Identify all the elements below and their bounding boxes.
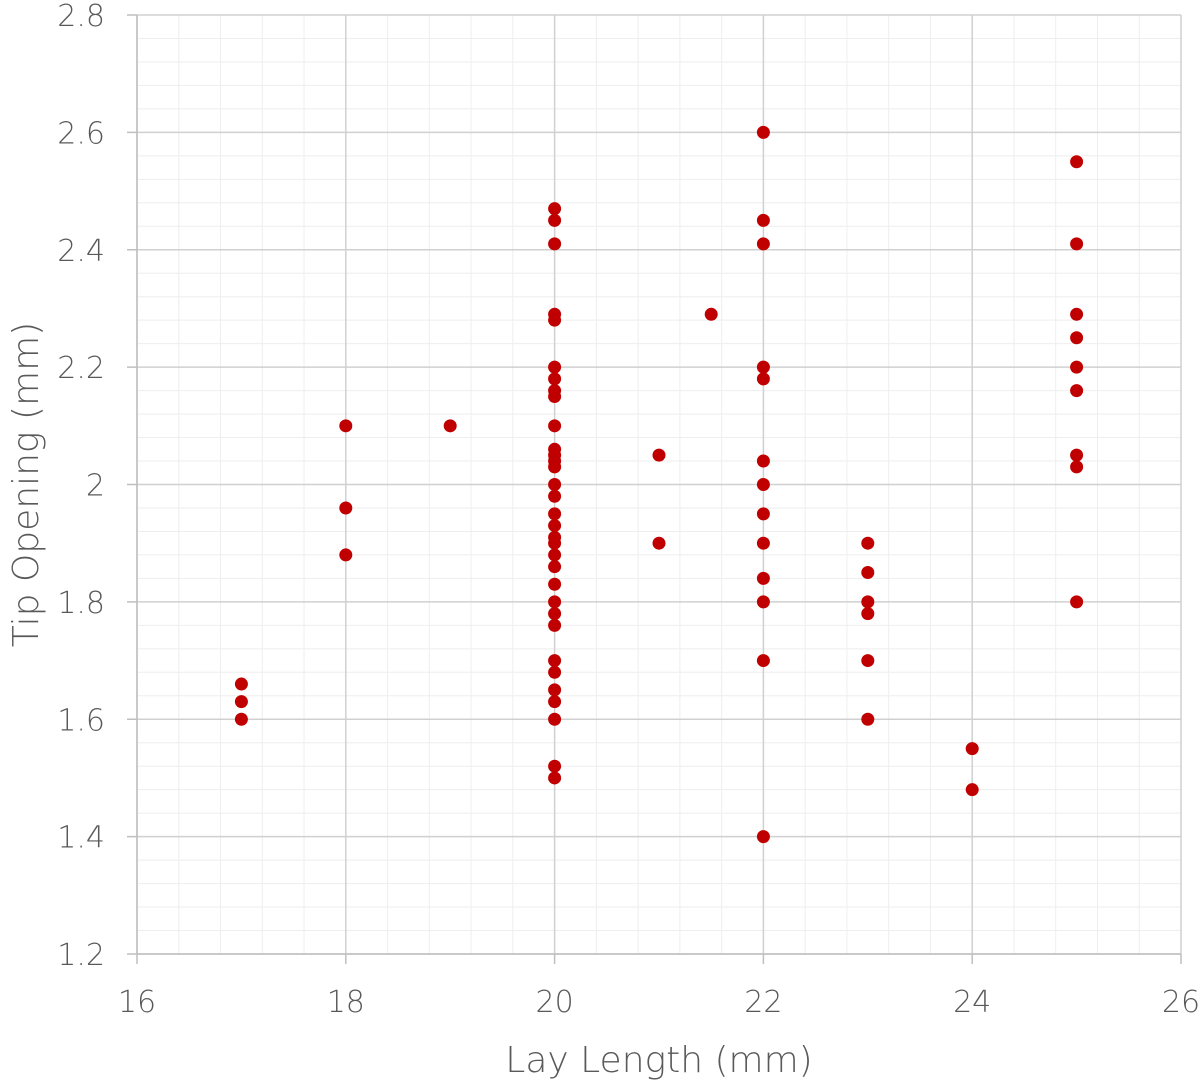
y-tick-labels: 1.2 1.4 1.6 1.8 2 2.2 2.4 2.6 2.8 [57, 0, 105, 973]
data-point [1070, 384, 1084, 398]
x-tick-label: 24 [953, 985, 991, 1020]
data-point [756, 454, 770, 468]
data-point [339, 419, 353, 433]
data-point [965, 742, 979, 756]
data-point [548, 759, 562, 773]
data-point [548, 712, 562, 726]
data-point [548, 560, 562, 574]
data-point [965, 783, 979, 797]
data-point [756, 360, 770, 374]
data-point [548, 536, 562, 550]
y-axis-title: Tip Opening (mm) [6, 322, 47, 647]
data-point [861, 654, 875, 668]
x-tick-label: 16 [118, 985, 156, 1020]
y-tick-label: 1.6 [57, 703, 105, 738]
data-point [548, 237, 562, 251]
data-point [1070, 595, 1084, 609]
data-point [756, 595, 770, 609]
x-tick-labels: 16 18 20 22 24 26 [118, 985, 1200, 1020]
data-point [548, 519, 562, 533]
data-point [548, 771, 562, 785]
data-point [861, 566, 875, 580]
y-tick-label: 2.6 [57, 116, 105, 151]
y-tick-label: 1.4 [57, 821, 105, 856]
data-point [548, 360, 562, 374]
data-point [548, 372, 562, 386]
data-point [548, 654, 562, 668]
major-gridlines [136, 14, 1182, 955]
data-point [861, 595, 875, 609]
x-tick-label: 20 [536, 985, 574, 1020]
x-tick-label: 18 [327, 985, 365, 1020]
x-tick-label: 22 [744, 985, 782, 1020]
data-point [1070, 155, 1084, 169]
x-axis-title: Lay Length (mm) [505, 1040, 812, 1081]
data-point [756, 213, 770, 227]
data-point [1070, 448, 1084, 462]
data-point [548, 202, 562, 216]
data-point [756, 478, 770, 491]
data-point [548, 577, 562, 591]
data-point [548, 607, 562, 621]
data-point [234, 677, 248, 691]
y-tick-label: 2.4 [57, 234, 105, 269]
data-point [548, 313, 562, 327]
data-point [756, 507, 770, 521]
data-points [234, 125, 1084, 844]
data-point [548, 665, 562, 679]
data-point [1070, 360, 1084, 374]
y-tick-label: 2 [86, 469, 105, 504]
y-tick-label: 2.8 [57, 0, 105, 34]
data-point [756, 536, 770, 550]
data-point [548, 389, 562, 403]
data-point [548, 507, 562, 521]
data-point [1070, 307, 1084, 321]
data-point [339, 548, 353, 562]
axes [127, 14, 1182, 964]
data-point [861, 712, 875, 726]
data-point [548, 618, 562, 632]
data-point [756, 372, 770, 386]
y-tick-label: 1.2 [57, 938, 105, 973]
data-point [861, 607, 875, 621]
data-point [234, 712, 248, 726]
data-point [548, 460, 562, 474]
data-point [443, 419, 457, 433]
data-point [548, 695, 562, 709]
data-point [756, 654, 770, 668]
data-point [756, 237, 770, 251]
y-tick-label: 1.8 [57, 586, 105, 621]
data-point [652, 448, 666, 462]
data-point [756, 125, 770, 139]
x-tick-label: 26 [1162, 985, 1200, 1020]
data-point [548, 213, 562, 227]
data-point [548, 595, 562, 609]
data-point [1070, 331, 1084, 345]
data-point [548, 683, 562, 697]
data-point [548, 419, 562, 433]
data-point [1070, 460, 1084, 474]
data-point [652, 536, 666, 550]
data-point [548, 489, 562, 503]
data-point [756, 830, 770, 844]
data-point [548, 548, 562, 562]
data-point [548, 478, 562, 491]
data-point [1070, 237, 1084, 251]
y-tick-label: 2.2 [57, 351, 105, 386]
data-point [861, 536, 875, 550]
data-point [339, 501, 353, 515]
data-point [704, 307, 718, 321]
data-point [234, 695, 248, 709]
data-point [756, 571, 770, 585]
